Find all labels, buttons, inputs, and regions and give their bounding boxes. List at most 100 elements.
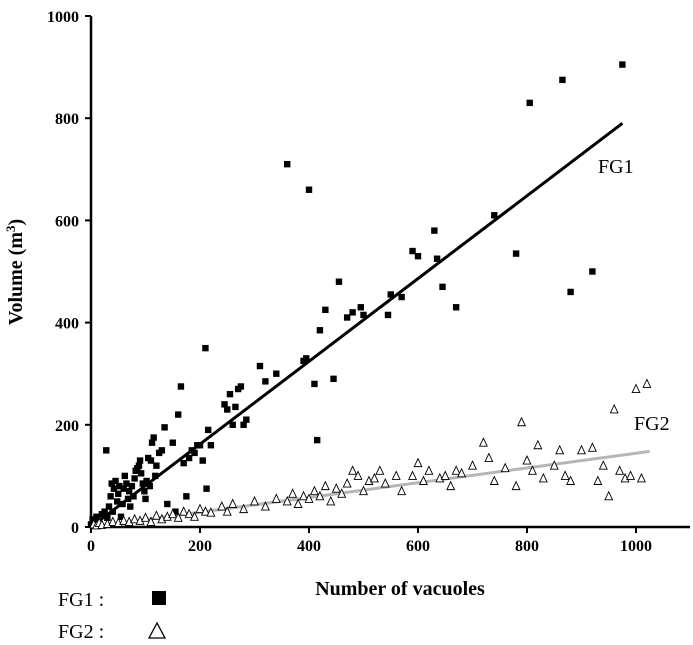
fg1-point [243, 416, 250, 423]
fg2-point [566, 475, 576, 485]
x-tick-label: 0 [87, 538, 95, 555]
fg2-point [320, 480, 330, 491]
fg1-point [158, 447, 166, 454]
legend-marker-filled-square [152, 591, 166, 605]
fg2-point [527, 465, 537, 475]
fg2-point [560, 470, 570, 480]
fg2-point [369, 472, 379, 483]
fg1-point [139, 480, 146, 487]
fg1-point [89, 516, 96, 523]
fg2-point [467, 460, 478, 470]
fg2-point [151, 510, 161, 520]
fg1-point [127, 503, 134, 510]
fg1-trendline [90, 122, 624, 529]
fg2-point [446, 480, 456, 491]
fg2-point [604, 490, 614, 501]
fg1-point [147, 457, 155, 464]
fg1-point [335, 278, 343, 285]
y-tick-label: 1000 [47, 9, 79, 26]
fg2-point [146, 516, 156, 526]
fg2-point [478, 437, 488, 447]
fg1-point [240, 421, 247, 428]
fg2-point [440, 470, 450, 480]
fg2-point [315, 490, 325, 501]
fg1-point [387, 291, 394, 298]
fg1-point [491, 212, 498, 219]
fg2-point [642, 378, 652, 388]
fg1-point [142, 495, 149, 503]
fg2-point [206, 507, 216, 517]
fg2-point [299, 490, 309, 501]
fg1-point [124, 495, 132, 503]
fg2-point [631, 383, 641, 393]
fg1-point [143, 477, 150, 485]
fg1-point [439, 283, 446, 291]
fg1-point [311, 380, 318, 388]
y-axis-title: Volume (m3) [3, 219, 27, 325]
fg1-point [121, 472, 128, 480]
fg2-point [451, 465, 461, 475]
fg2-point [293, 498, 303, 508]
fg2-point [555, 444, 565, 455]
fg1-point [207, 442, 215, 449]
fg1-point [360, 311, 367, 319]
fg2-point [140, 512, 151, 522]
fg2-point [326, 495, 336, 506]
fg1-point [316, 327, 324, 334]
fg1-point [237, 383, 245, 390]
legend-label-fg1: FG1 : [58, 589, 104, 611]
fg1-point [313, 436, 321, 444]
legend-marker-open-triangle [147, 621, 167, 639]
fg2-point [375, 465, 385, 475]
fg1-point [148, 439, 156, 446]
fg1-point [104, 514, 111, 522]
fg1-point [119, 500, 126, 508]
fg1-point [112, 477, 119, 485]
fg1-point [589, 268, 596, 275]
fg1-point [141, 488, 148, 495]
fg2-point [222, 506, 232, 516]
fg1-point [431, 227, 438, 234]
fg2-point [522, 455, 532, 465]
fg1-point [619, 61, 626, 68]
fg1-point [512, 250, 520, 257]
fg1-point [169, 439, 176, 446]
fg1-point [303, 355, 310, 362]
fg1-point [322, 306, 329, 314]
fg1-point [123, 480, 130, 487]
fg1-point [191, 449, 198, 457]
y-tick-label: 200 [55, 418, 79, 435]
fg2-point [615, 465, 625, 475]
x-tick-label: 200 [188, 538, 212, 555]
y-tick-label: 600 [55, 213, 79, 230]
fg1-point [526, 99, 533, 107]
fg1-point [116, 482, 123, 490]
fg1-point [183, 493, 190, 500]
fg1-point [567, 288, 574, 296]
x-tick-label: 1000 [620, 538, 652, 555]
fg1-point [103, 447, 110, 454]
fg1-point [232, 403, 239, 411]
fg1-point [101, 508, 108, 515]
fg1-point [130, 493, 137, 500]
fg1-point [384, 311, 392, 319]
fg1-point [330, 375, 337, 383]
fg2-series-label: FG2 [634, 413, 670, 435]
fg2-point [489, 475, 499, 485]
fg1-point [224, 406, 231, 413]
fg2-point [342, 478, 352, 488]
fg1-point [152, 472, 159, 480]
fg2-point [593, 475, 603, 485]
fg1-point [226, 390, 234, 398]
fg1-point [256, 362, 264, 370]
fg2-point [348, 465, 358, 475]
fg1-point [153, 462, 160, 469]
fg1-point [559, 76, 566, 84]
fg1-point [135, 462, 143, 469]
fg1-point [349, 309, 356, 316]
fg1-point [452, 304, 460, 311]
fg2-point [282, 495, 292, 506]
fg2-point [408, 470, 418, 480]
fg2-point [517, 416, 527, 427]
fg2-point [217, 501, 227, 511]
